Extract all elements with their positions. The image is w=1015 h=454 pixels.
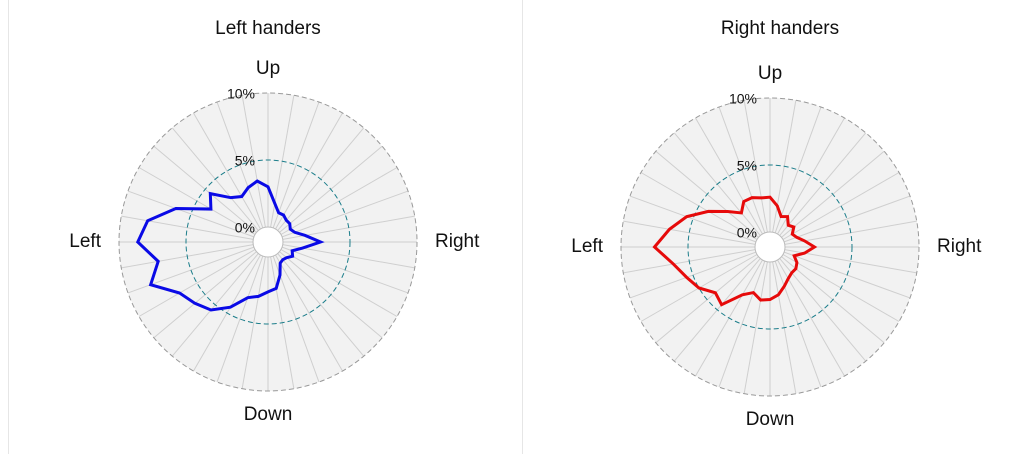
radar-chart: Right handers 0% 5% 10%Up Right Down Left [571,18,982,430]
r-tick-label: 5% [235,153,255,169]
r-tick-label: 0% [737,225,757,241]
spoke [241,256,266,389]
spoke [193,112,261,230]
category-label: Left [571,236,603,257]
chart-title: Left handers [215,18,321,39]
category-label: Right [937,236,982,257]
grid-ring [687,164,853,330]
spoke [718,260,766,388]
spoke [121,215,254,240]
spoke [275,254,343,372]
spoke [629,195,757,243]
category-label: Left [69,231,101,252]
spoke [623,220,756,245]
spoke [138,249,256,317]
category-label: Down [244,404,293,425]
r-tick-label: 5% [737,158,757,174]
spoke [216,101,264,229]
category-label: Down [746,409,795,430]
radar-line [652,195,818,307]
spoke [779,258,867,362]
grid-ring [620,97,920,397]
category-label: Right [435,231,480,252]
grid-ring [185,159,351,325]
spoke [216,255,264,383]
spoke [782,172,900,240]
grid-ring [754,231,786,263]
grid-ring [118,92,418,392]
spoke [718,106,766,234]
radar-chart: Left handers 0% 5% 10%Up Right Down Left [69,18,480,425]
r-tick-label: 10% [227,86,255,102]
spoke [281,190,409,238]
spoke [774,106,822,234]
spoke [695,117,763,235]
radar-line [135,179,325,312]
r-tick-label: 10% [729,91,757,107]
spoke [280,167,398,235]
spoke [277,253,365,357]
category-label: Up [758,63,782,84]
grid-ring [252,226,284,258]
category-label: Up [256,58,280,79]
spoke [127,190,255,238]
spoke [743,261,768,394]
spoke [272,101,320,229]
spoke [783,195,911,243]
r-tick-label: 0% [235,220,255,236]
chart-title: Right handers [721,18,839,39]
